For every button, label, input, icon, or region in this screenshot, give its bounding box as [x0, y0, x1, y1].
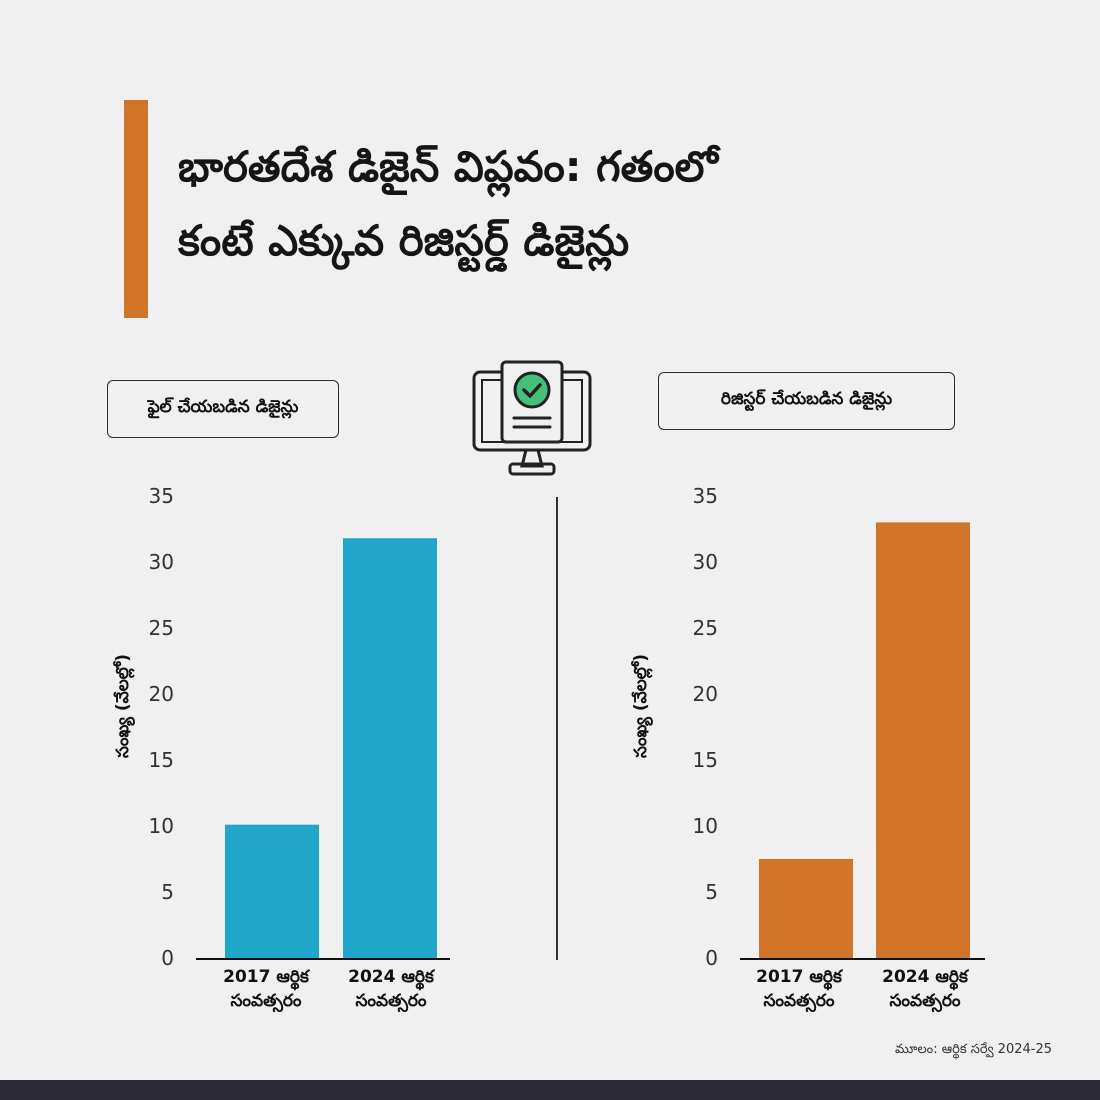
filed-y-tick-label: 15 [149, 748, 174, 772]
monitor-checkmark-icon [472, 360, 592, 476]
registered-x-tick-label: సంవత్సరం [763, 991, 834, 1013]
filed-bar-1 [225, 824, 319, 958]
registered-bar-1 [759, 859, 853, 958]
charts-divider [556, 497, 558, 960]
registered-y-tick-label: 0 [705, 946, 718, 970]
filed-y-tick-label: 30 [149, 550, 174, 574]
filed-x-tick-label: సంవత్సరం [230, 991, 301, 1013]
title-accent-bar [124, 100, 148, 318]
filed-x-tick-label: సంవత్సరం [355, 991, 426, 1013]
registered-x-tick-label: సంవత్సరం [889, 991, 960, 1013]
filed-y-tick-label: 35 [149, 484, 174, 508]
registered-y-tick-label: 5 [705, 880, 718, 904]
page-title-line-2: కంటే ఎక్కువ రిజిస్టర్డ్ డిజైన్లు [178, 216, 630, 265]
filed-bar-2 [343, 538, 437, 958]
registered-bar-2 [876, 522, 970, 958]
filed-x-tick-label: 2017 ఆర్థిక [223, 967, 310, 991]
registered-y-tick-label: 25 [693, 616, 718, 640]
filed-y-axis-label: సంఖ్య (వేలల్లో) [113, 654, 135, 758]
registered-y-tick-label: 30 [693, 550, 718, 574]
registered-y-tick-label: 35 [693, 484, 718, 508]
filed-designs-chart-title: ఫైల్ చేయబడిన డిజైన్లు [107, 380, 339, 438]
filed-y-tick-label: 25 [149, 616, 174, 640]
filed-y-tick-label: 5 [161, 880, 174, 904]
filed-x-tick-label: 2024 ఆర్థిక [348, 967, 435, 991]
registered-y-tick-label: 20 [693, 682, 718, 706]
registered-y-axis-label: సంఖ్య (వేలల్లో) [631, 654, 653, 758]
registered-x-tick-label: 2017 ఆర్థిక [756, 967, 843, 991]
registered-y-tick-label: 10 [693, 814, 718, 838]
source-note: మూలం: ఆర్థిక సర్వే 2024-25 [895, 1042, 1052, 1057]
page-title: భారతదేశ డిజైన్ విప్లవం: గతంలో కంటే ఎక్కు… [178, 130, 978, 278]
registered-x-tick-label: 2024 ఆర్థిక [882, 967, 969, 991]
page-title-line-1: భారతదేశ డిజైన్ విప్లవం: గతంలో [178, 142, 718, 191]
filed-y-tick-label: 20 [149, 682, 174, 706]
registered-designs-chart-title: రిజిస్టర్ చేయబడిన డిజైన్లు [658, 372, 955, 430]
footer-band [0, 1080, 1100, 1100]
filed-y-tick-label: 10 [149, 814, 174, 838]
registered-y-tick-label: 15 [693, 748, 718, 772]
filed-y-tick-label: 0 [161, 946, 174, 970]
